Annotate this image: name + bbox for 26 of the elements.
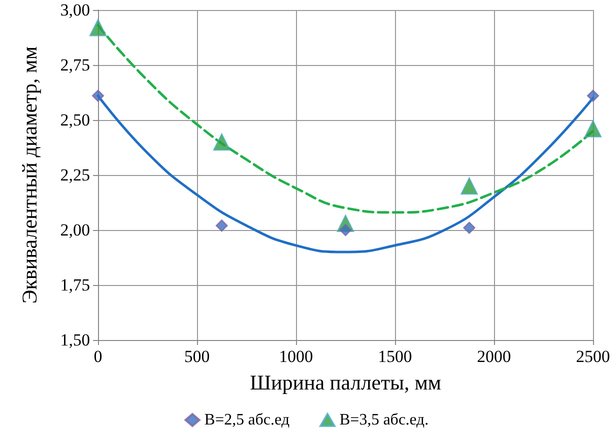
x-tick-label: 500	[184, 347, 210, 366]
point	[89, 19, 107, 36]
y-axis-title: Эквивалентный диаметр, мм	[18, 46, 42, 304]
x-tick-label: 2000	[477, 347, 511, 366]
point	[463, 222, 476, 234]
x-tick-label: 2500	[576, 347, 610, 366]
y-tick-label: 1,50	[60, 330, 90, 350]
legend-label: B=2,5 абс.ед	[204, 412, 290, 428]
point	[339, 224, 352, 236]
point	[584, 120, 602, 138]
y-tick-label: 2,25	[60, 166, 90, 184]
y-tick-label: 2,00	[60, 220, 90, 240]
y-tick-label: 2,75	[60, 56, 90, 74]
x-tick-label: 1500	[378, 347, 412, 366]
point	[216, 220, 228, 232]
legend-label: B=3,5 абс.ед.	[340, 412, 429, 428]
point	[586, 90, 600, 102]
x-axis-title: Ширина паллеты, мм	[250, 370, 442, 394]
x-tick-label: 0	[94, 347, 102, 366]
y-tick-label: 1,75	[60, 276, 90, 294]
x-tick-label: 1000	[279, 347, 313, 366]
point	[460, 177, 478, 195]
y-tick-label: 2,50	[60, 110, 90, 130]
point	[92, 90, 104, 102]
y-tick-label: 3,00	[60, 0, 90, 20]
point	[213, 133, 230, 151]
